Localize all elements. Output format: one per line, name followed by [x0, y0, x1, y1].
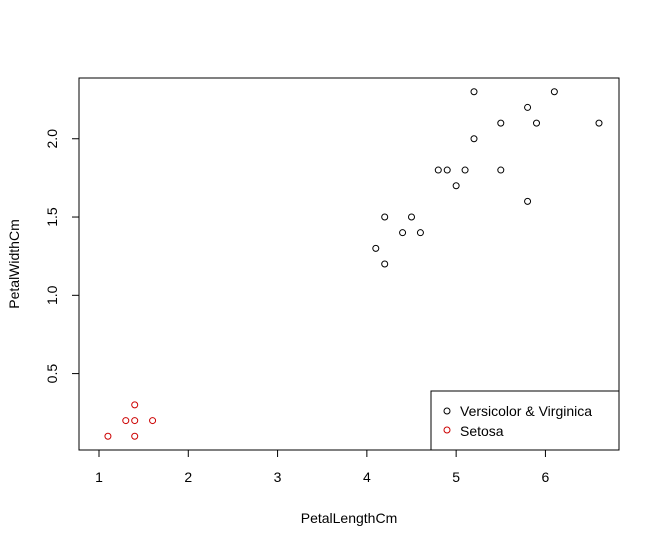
data-point-setosa [131, 432, 139, 440]
x-tick-label: 6 [542, 469, 550, 485]
y-axis: 0.5 1.0 1.5 2.0 [44, 129, 80, 384]
x-axis-title: PetalLengthCm [301, 510, 398, 526]
legend-marker-versicolor-virginica [443, 407, 451, 415]
data-point-versicolor-virginica [452, 182, 460, 190]
legend: Versicolor & Virginica Setosa [430, 390, 620, 451]
data-point-versicolor-virginica [550, 88, 558, 96]
data-points [104, 88, 603, 440]
legend-label-versicolor-virginica: Versicolor & Virginica [460, 403, 592, 419]
data-point-versicolor-virginica [408, 213, 415, 221]
data-point-versicolor-virginica [497, 119, 505, 127]
data-point-setosa [149, 417, 157, 425]
y-tick-label: 1.5 [44, 207, 60, 227]
data-point-versicolor-virginica [399, 229, 407, 237]
legend-marker-setosa [443, 426, 451, 434]
y-tick-label: 0.5 [44, 364, 60, 384]
data-point-setosa [104, 432, 112, 440]
data-point-versicolor-virginica [372, 244, 380, 252]
data-point-versicolor-virginica [533, 119, 540, 127]
data-point-setosa [122, 417, 130, 425]
x-tick-label: 5 [452, 469, 460, 485]
data-point-versicolor-virginica [381, 260, 389, 268]
x-axis: 1 2 3 4 5 6 [95, 449, 550, 485]
y-tick-label: 2.0 [44, 129, 60, 149]
y-tick-label: 1.0 [44, 285, 60, 305]
data-point-setosa [131, 401, 139, 409]
data-point-versicolor-virginica [416, 229, 424, 237]
x-tick-label: 4 [363, 469, 371, 485]
data-point-versicolor-virginica [461, 166, 469, 174]
x-tick-label: 1 [95, 469, 103, 485]
data-point-versicolor-virginica [434, 166, 442, 174]
data-point-versicolor-virginica [524, 197, 532, 205]
x-tick-label: 2 [184, 469, 192, 485]
data-point-versicolor-virginica [381, 213, 389, 221]
data-point-versicolor-virginica [470, 135, 478, 143]
data-point-versicolor-virginica [443, 166, 451, 174]
data-point-versicolor-virginica [497, 166, 505, 174]
legend-label-setosa: Setosa [460, 423, 504, 439]
y-axis-title: PetalWidthCm [6, 219, 22, 308]
data-point-setosa [131, 417, 139, 425]
data-point-versicolor-virginica [595, 119, 603, 127]
data-point-versicolor-virginica [470, 88, 478, 96]
data-point-versicolor-virginica [524, 103, 532, 111]
legend-box [430, 390, 620, 451]
x-tick-label: 3 [274, 469, 282, 485]
